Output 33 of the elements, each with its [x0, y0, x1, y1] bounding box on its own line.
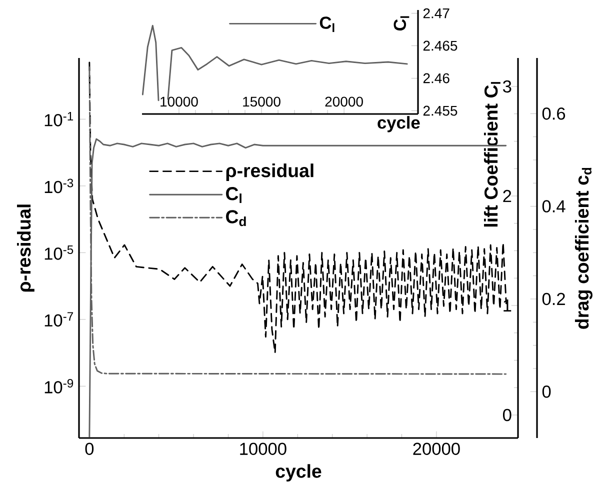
- y2-tick-label: 0: [502, 408, 512, 422]
- y-tick-label: 2.46: [423, 73, 450, 84]
- y3-tick-label: 0.4: [542, 200, 566, 212]
- x-tick-label: 15000: [243, 96, 280, 107]
- legend-label: ρ-residual: [226, 164, 314, 181]
- x-tick-label: 0: [85, 442, 94, 455]
- legend-label: C$_{l}$: [320, 16, 334, 32]
- y3-axis-title: drag coefficient c$_{d}$: [574, 168, 592, 329]
- y-tick-label: 10$^{-1}$: [44, 112, 74, 126]
- y-tick-label: 2.47: [423, 8, 450, 18]
- x-axis-title: cycle: [378, 116, 420, 132]
- y-tick-label: 10$^{-5}$: [44, 246, 74, 260]
- y2-tick-label: 2: [503, 190, 512, 202]
- y-tick-label: 2.465: [423, 40, 458, 51]
- y2-tick-label: 3: [502, 80, 512, 93]
- legend-label: C$_{l}$: [226, 187, 242, 203]
- y2-axis-title: lift Coefficient C$_{l}$: [484, 82, 500, 227]
- y-tick-label: 2.455: [423, 106, 458, 116]
- x-tick-label: 10000: [160, 96, 198, 107]
- x-tick-label: 20000: [325, 96, 363, 107]
- x-tick-label: 10000: [240, 442, 286, 455]
- y-axis-title: C$_{l}$: [394, 16, 410, 31]
- y3-tick-label: 0: [542, 386, 551, 398]
- legend-label: C$_{d}$: [226, 210, 246, 226]
- y-tick-label: 10$^{-9}$: [44, 378, 74, 394]
- y-tick-label: 10$^{-3}$: [44, 178, 74, 194]
- x-tick-label: 20000: [413, 442, 460, 455]
- y2-tick-label: 1: [504, 300, 512, 312]
- y-axis-title: ρ-residual: [17, 204, 34, 292]
- x-axis-title: cycle: [276, 464, 322, 482]
- y3-tick-label: 0.2: [542, 292, 565, 306]
- y3-tick-label: 0.6: [542, 107, 566, 120]
- y-tick-label: 10$^{-7}$: [44, 312, 74, 327]
